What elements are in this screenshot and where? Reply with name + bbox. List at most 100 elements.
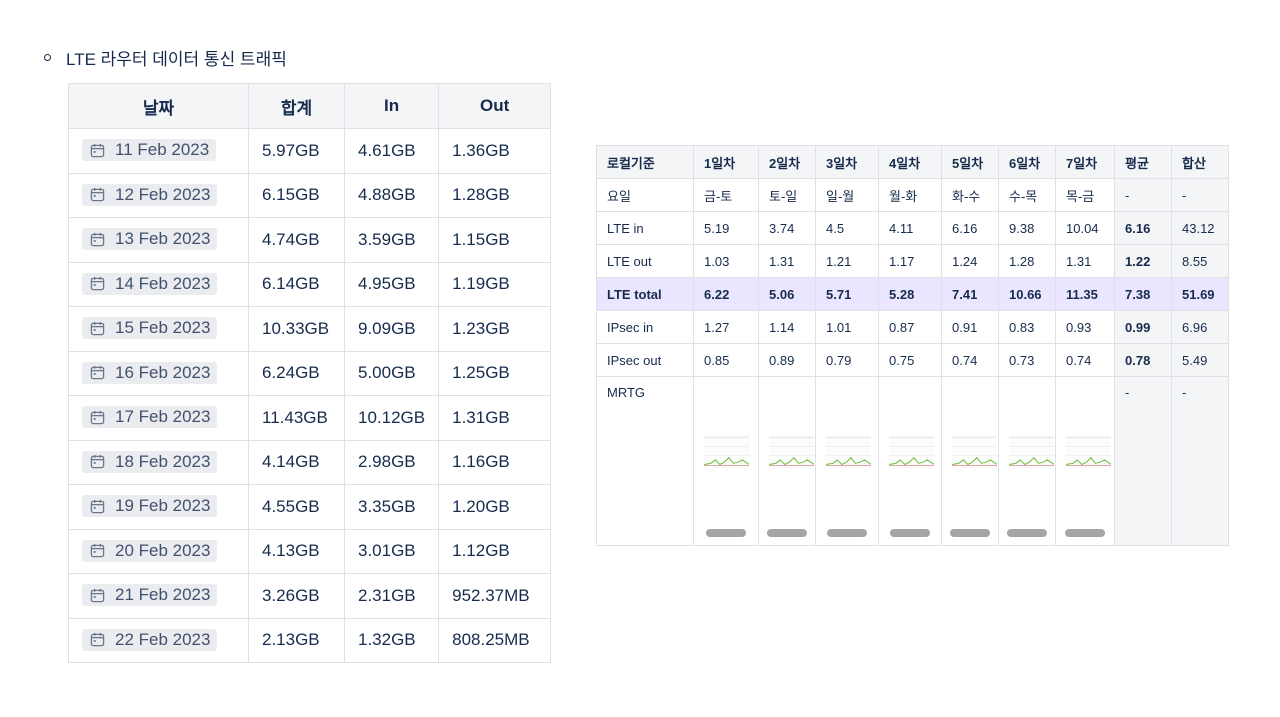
thumbnail-caption-pill	[827, 529, 867, 537]
mrtg-cell	[693, 376, 759, 546]
date-cell: 17 Feb 2023	[68, 395, 249, 441]
out-cell: 952.37MB	[438, 573, 552, 619]
stats-sum-value: 51.69	[1171, 277, 1229, 311]
sum-cell: 3.26GB	[248, 573, 345, 619]
in-cell: 2.31GB	[343, 573, 440, 619]
stats-row-mrtg: MRTG - -	[596, 376, 1229, 546]
stats-day-value: 1.03	[693, 244, 759, 278]
sum-cell: 10.33GB	[248, 306, 345, 352]
in-cell: 9.09GB	[343, 306, 440, 352]
calendar-icon	[90, 321, 105, 336]
traffic-row: 11 Feb 2023 5.97GB 4.61GB 1.36GB	[68, 128, 552, 174]
stats-row: LTE in 5.19 3.74 4.5 4.11 6.16 9.38 10.04 6.16 43…	[596, 211, 1229, 245]
stats-row: 요일 금-토 토-일 일-월 월-화 화-수 수-목 목-금 - -	[596, 178, 1229, 212]
date-lozenge[interactable]: 12 Feb 2023	[82, 183, 218, 206]
out-cell: 1.23GB	[438, 306, 552, 352]
date-lozenge[interactable]: 20 Feb 2023	[82, 539, 218, 562]
in-cell: 3.35GB	[343, 484, 440, 530]
out-cell: 1.12GB	[438, 528, 552, 574]
date-lozenge[interactable]: 21 Feb 2023	[82, 584, 218, 606]
sum-cell: 4.55GB	[248, 484, 345, 530]
sum-cell: 6.14GB	[248, 261, 345, 307]
stats-row: IPsec in 1.27 1.14 1.01 0.87 0.91 0.83 0.93 0.99…	[596, 310, 1229, 344]
date-lozenge[interactable]: 18 Feb 2023	[82, 450, 218, 473]
calendar-icon	[90, 232, 105, 247]
date-cell: 20 Feb 2023	[68, 528, 249, 574]
stats-row-label: LTE total	[596, 277, 694, 311]
thumbnail-caption-pill	[1007, 529, 1047, 537]
stats-day-value: 목-금	[1055, 178, 1115, 212]
stats-header-day: 4일차	[878, 145, 942, 179]
date-lozenge[interactable]: 14 Feb 2023	[82, 272, 218, 295]
calendar-icon	[90, 187, 105, 202]
stats-day-value: 11.35	[1055, 277, 1115, 311]
stats-day-value: 1.31	[1055, 244, 1115, 278]
stats-day-value: 6.16	[941, 211, 999, 245]
date-lozenge[interactable]: 22 Feb 2023	[82, 628, 218, 651]
calendar-icon	[90, 143, 105, 158]
stats-day-value: 1.31	[758, 244, 816, 278]
stats-day-value: 5.71	[815, 277, 879, 311]
stats-row-label: LTE in	[596, 211, 694, 245]
sum-cell: 5.97GB	[248, 128, 345, 174]
in-cell: 4.61GB	[343, 128, 440, 174]
mrtg-graph-thumbnail[interactable]	[1009, 435, 1055, 469]
date-lozenge[interactable]: 11 Feb 2023	[82, 139, 217, 161]
date-lozenge[interactable]: 17 Feb 2023	[82, 406, 218, 428]
sum-cell: 6.24GB	[248, 350, 345, 396]
stats-day-value: 0.91	[941, 310, 999, 344]
date-text: 21 Feb 2023	[115, 585, 211, 604]
out-cell: 808.25MB	[438, 617, 552, 663]
date-text: 16 Feb 2023	[115, 362, 211, 382]
traffic-row: 19 Feb 2023 4.55GB 3.35GB 1.20GB	[68, 484, 552, 530]
calendar-icon	[90, 632, 105, 647]
header-in: In	[343, 83, 440, 129]
date-lozenge[interactable]: 13 Feb 2023	[82, 228, 218, 250]
mrtg-graph-thumbnail[interactable]	[952, 435, 998, 469]
stats-avg-value: -	[1114, 178, 1172, 212]
stats-day-value: 1.28	[998, 244, 1056, 278]
stats-day-value: 5.28	[878, 277, 942, 311]
stats-row-label: IPsec out	[596, 343, 694, 377]
date-cell: 19 Feb 2023	[68, 484, 249, 530]
traffic-row: 20 Feb 2023 4.13GB 3.01GB 1.12GB	[68, 528, 552, 574]
stats-day-value: 10.66	[998, 277, 1056, 311]
mrtg-graph-thumbnail[interactable]	[889, 435, 935, 469]
stats-header-day: 1일차	[693, 145, 759, 179]
date-cell: 11 Feb 2023	[68, 128, 249, 174]
sum-cell: 6.15GB	[248, 172, 345, 218]
date-text: 19 Feb 2023	[115, 496, 211, 515]
stats-day-value: 7.41	[941, 277, 999, 311]
stats-header-row: 로컬기준 1일차 2일차 3일차 4일차 5일차 6일차 7일차 평균 합산	[596, 145, 1229, 179]
stats-sum-value: 6.96	[1171, 310, 1229, 344]
out-cell: 1.19GB	[438, 261, 552, 307]
date-text: 15 Feb 2023	[115, 318, 211, 337]
stats-day-value: 0.74	[941, 343, 999, 377]
stats-header-day: 7일차	[1055, 145, 1115, 179]
out-cell: 1.25GB	[438, 350, 552, 396]
section-heading: LTE 라우터 데이터 통신 트래픽	[44, 44, 287, 70]
stats-day-value: 1.24	[941, 244, 999, 278]
stats-day-value: 6.22	[693, 277, 759, 311]
stats-sum-value: 43.12	[1171, 211, 1229, 245]
mrtg-graph-thumbnail[interactable]	[826, 435, 872, 469]
stats-row-label: 요일	[596, 178, 694, 212]
stats-header-day: 2일차	[758, 145, 816, 179]
stats-row-label: LTE out	[596, 244, 694, 278]
traffic-row: 16 Feb 2023 6.24GB 5.00GB 1.25GB	[68, 350, 552, 396]
mrtg-cell	[1055, 376, 1115, 546]
mrtg-graph-thumbnail[interactable]	[704, 435, 750, 469]
date-lozenge[interactable]: 15 Feb 2023	[82, 317, 218, 339]
mrtg-graph-thumbnail[interactable]	[769, 435, 815, 469]
mrtg-cell	[815, 376, 879, 546]
mrtg-graph-thumbnail[interactable]	[1066, 435, 1112, 469]
calendar-icon	[90, 365, 105, 380]
thumbnail-caption-pill	[706, 529, 746, 537]
in-cell: 5.00GB	[343, 350, 440, 396]
out-cell: 1.28GB	[438, 172, 552, 218]
heading-text: LTE 라우터 데이터 통신 트래픽	[66, 49, 287, 69]
date-lozenge[interactable]: 19 Feb 2023	[82, 495, 218, 517]
date-lozenge[interactable]: 16 Feb 2023	[82, 361, 218, 384]
calendar-icon	[90, 588, 105, 603]
stats-avg-value: 0.99	[1114, 310, 1172, 344]
